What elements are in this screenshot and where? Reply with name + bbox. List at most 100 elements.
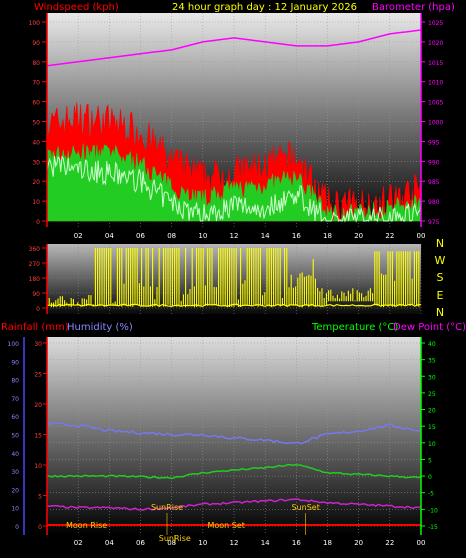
barometer-axis-label: Barometer (hpa)	[372, 2, 455, 13]
wind-x-tick: 14	[261, 232, 270, 240]
wind-axis-tick: 50	[32, 120, 40, 127]
temp-x-tick: 04	[105, 539, 114, 547]
temp-axis-tick: 30	[428, 374, 436, 381]
compass-label: N	[436, 306, 444, 319]
wind-axis-tick: 30	[32, 159, 40, 166]
barometer-series	[46, 29, 422, 67]
temp-axis-tick: 35	[428, 358, 436, 365]
wind-x-tick: 08	[167, 232, 176, 240]
temp-x-tick: 16	[292, 539, 301, 547]
wind-x-tick: 10	[198, 232, 207, 240]
humidity-axis-tick: 50	[11, 433, 19, 440]
wind-axis-tick: 90	[32, 40, 40, 47]
temperature-series	[46, 463, 422, 480]
temp-x-tick: 20	[354, 539, 363, 547]
humidity-series	[46, 421, 422, 445]
temp-axis-tick: 25	[428, 391, 436, 398]
humidity-axis-tick: 0	[15, 524, 19, 531]
temp-axis-tick: 15	[428, 424, 436, 431]
temp-x-tick: 12	[230, 539, 239, 547]
wind-x-tick: 16	[292, 232, 301, 240]
event-label: Moon Rise	[66, 521, 107, 530]
temp-x-tick: 22	[385, 539, 394, 547]
event-label: SunRise	[151, 503, 183, 512]
temp-panel-axes: 0102030405060708090100051015202530-15-10…	[8, 337, 438, 547]
wind-axis-tick: 70	[32, 80, 40, 87]
direction-axis-tick: 90	[32, 291, 40, 298]
temp-axis-tick: -10	[428, 507, 438, 514]
compass-label: S	[437, 271, 444, 284]
rain-axis-tick: 30	[34, 341, 42, 348]
temp-x-tick: 10	[198, 539, 207, 547]
dewpoint-axis-label: Dew Point (°C)	[393, 322, 466, 333]
dewpoint-series	[46, 498, 422, 511]
compass-label: W	[435, 254, 446, 267]
temp-x-tick: 06	[136, 539, 145, 547]
rainfall-axis-label: Rainfall (mm)	[1, 322, 69, 333]
barometer-axis-tick: 980	[428, 199, 440, 206]
rain-axis-tick: 0	[38, 524, 42, 531]
wind-avg-series	[46, 143, 422, 222]
wind-axis-tick: 20	[32, 179, 40, 186]
barometer-axis-tick: 1025	[428, 20, 443, 27]
barometer-axis-tick: 975	[428, 219, 440, 226]
humidity-axis-tick: 70	[11, 396, 19, 403]
compass-label: E	[437, 289, 444, 302]
rain-axis-tick: 15	[34, 433, 42, 440]
temp-axis-tick: 10	[428, 441, 436, 448]
temp-panel-series	[46, 421, 422, 544]
wind-axis-tick: 10	[32, 199, 40, 206]
humidity-axis-tick: 40	[11, 451, 19, 458]
direction-axis-tick: 270	[29, 261, 41, 268]
barometer-axis-tick: 1020	[428, 40, 443, 47]
temp-x-tick: 18	[323, 539, 332, 547]
barometer-axis-tick: 985	[428, 179, 440, 186]
direction-axis-tick: 360	[29, 246, 41, 253]
graph-title: 24 hour graph day : 12 January 2026	[172, 2, 357, 13]
humidity-axis-tick: 60	[11, 414, 19, 421]
wind-axis-tick: 0	[36, 219, 40, 226]
barometer-axis-tick: 1015	[428, 60, 443, 67]
rain-axis-tick: 20	[34, 402, 42, 409]
wind-axis-tick: 40	[32, 139, 40, 146]
temp-x-tick: 02	[74, 539, 83, 547]
wind-axis-tick: 60	[32, 100, 40, 107]
temp-axis-tick: 5	[428, 457, 432, 464]
barometer-axis-tick: 995	[428, 139, 440, 146]
wind-x-tick: 18	[323, 232, 332, 240]
temp-x-tick: 14	[261, 539, 270, 547]
temp-axis-tick: -15	[428, 524, 438, 531]
windspeed-axis-label: Windspeed (kph)	[34, 2, 119, 13]
rain-axis-tick: 5	[38, 494, 42, 501]
wind-axis-tick: 80	[32, 60, 40, 67]
wind-min-series	[46, 155, 422, 223]
barometer-axis-tick: 1000	[428, 120, 443, 127]
wind-x-tick: 00	[417, 232, 426, 240]
event-label: SunRise	[159, 534, 191, 543]
rain-axis-tick: 10	[34, 463, 42, 470]
temp-axis-tick: 20	[428, 408, 436, 415]
humidity-axis-label: Humidity (%)	[67, 322, 133, 333]
direction-axis-tick: 0	[36, 306, 40, 313]
wind-axis-tick: 100	[29, 20, 41, 27]
event-label: Moon Set	[207, 521, 244, 530]
humidity-axis-tick: 100	[8, 341, 20, 348]
wind-x-tick: 22	[385, 232, 394, 240]
temperature-axis-label: Temperature (°C)	[311, 322, 398, 333]
humidity-axis-tick: 90	[11, 359, 19, 366]
wind-x-tick: 06	[136, 232, 145, 240]
wind-x-tick: 12	[230, 232, 239, 240]
humidity-axis-tick: 80	[11, 378, 19, 385]
barometer-axis-tick: 990	[428, 159, 440, 166]
humidity-axis-tick: 30	[11, 469, 19, 476]
wind-x-tick: 04	[105, 232, 114, 240]
temp-axis-tick: 0	[428, 474, 432, 481]
temp-axis-tick: 40	[428, 341, 436, 348]
wind-x-tick: 02	[74, 232, 83, 240]
rain-axis-tick: 25	[34, 372, 42, 379]
wind-panel-axes: 0102030405060708090100975980985990995100…	[29, 13, 443, 240]
compass-label: N	[436, 237, 444, 250]
humidity-axis-tick: 10	[11, 506, 19, 513]
